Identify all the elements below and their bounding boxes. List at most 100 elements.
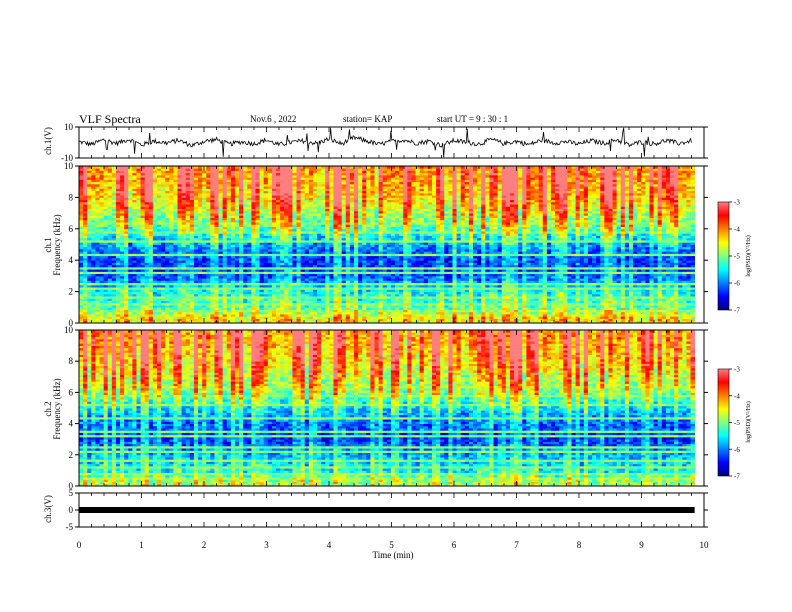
spec1-cell (243, 269, 248, 272)
spec1-cell (267, 273, 273, 277)
spec1-cell (608, 311, 613, 315)
spec1-cell (353, 320, 359, 324)
spec1-cell (382, 314, 388, 317)
spec1-cell (111, 314, 117, 317)
spec1-cell (674, 300, 679, 304)
spec1-cell (341, 257, 347, 261)
spec1-cell (83, 289, 88, 292)
spec1-cell (83, 307, 88, 310)
spec1-cell (452, 305, 457, 308)
spec1-cell (423, 269, 429, 272)
spec1-cell (251, 266, 256, 270)
spec1-cell (514, 257, 519, 261)
spec1-cell (111, 311, 117, 315)
spec1-cell (366, 293, 371, 297)
spec1-cell (358, 320, 363, 324)
spec1-cell (230, 309, 236, 313)
spec1-cell (280, 282, 285, 286)
spec1-cell (214, 309, 219, 313)
spec1-cell (550, 309, 556, 313)
spec1-cell (464, 293, 470, 297)
spec1-cell (325, 318, 330, 322)
spec1-cell (83, 293, 88, 297)
spec1-cell (325, 300, 330, 304)
spec1-cell (132, 300, 137, 304)
spec1-cell (333, 298, 338, 301)
spec1-cell (362, 320, 367, 324)
spec1-cell (678, 262, 683, 266)
spec1-cell (481, 302, 486, 306)
spec1-cell (152, 305, 158, 308)
spec1-cell (522, 309, 527, 313)
spec1-cell (247, 298, 252, 301)
spec1-cell (321, 280, 326, 284)
spec1-cell (526, 311, 531, 315)
spec1-cell (337, 318, 343, 322)
spec1-cell (473, 273, 478, 277)
spec1-cell (477, 305, 482, 308)
spec1-cell (526, 282, 531, 286)
spec1-cell (616, 320, 622, 324)
spec1-cell (325, 316, 330, 319)
spec1-cell (276, 269, 281, 272)
spec1-cell (600, 273, 605, 277)
spec1-cell (337, 320, 343, 324)
spec1-cell (448, 305, 453, 308)
spec1-cell (247, 316, 252, 319)
spec1-cell (99, 284, 105, 288)
spec1-cell (214, 266, 219, 270)
spec1-cell (222, 296, 228, 299)
spec1-cell (587, 278, 593, 281)
spec1-cell (645, 264, 650, 268)
spec1-cell (534, 311, 540, 315)
spec1-cell (522, 275, 527, 279)
spec1-cell (395, 318, 400, 322)
spec1-cell (493, 291, 499, 295)
spec1-cell (91, 282, 96, 286)
spec1-cell (259, 296, 265, 299)
spec1-cell (665, 300, 671, 304)
spec1-cell (395, 291, 400, 295)
spec1-cell (263, 273, 269, 277)
spec1-cell (419, 300, 425, 304)
spec1-cell (600, 278, 605, 281)
spec1-cell (312, 278, 318, 281)
spec1-cell (559, 298, 564, 301)
spec1-cell (538, 273, 544, 277)
spec1-cell (308, 262, 314, 266)
spec1-cell (317, 291, 322, 295)
spec1-cell (448, 320, 453, 324)
spec1-cell (378, 269, 384, 272)
spec1-cell (686, 280, 691, 284)
spec1-cell (534, 298, 540, 301)
spec1-cell (239, 305, 244, 308)
spec1-cell (653, 264, 659, 268)
spec1-cell (464, 278, 470, 281)
spec1-cell (198, 316, 203, 319)
spec1-cell (358, 264, 363, 268)
spec1-cell (148, 280, 154, 284)
spec1-cell (345, 248, 351, 252)
spec1-cell (407, 316, 412, 319)
spec1-cell (317, 309, 322, 313)
spec1-cell (193, 275, 199, 279)
spec1-cell (485, 318, 490, 322)
spec1-cell (284, 305, 289, 308)
spec1-cell (473, 302, 478, 306)
spec1-cell (296, 255, 302, 259)
spec1-cell (83, 278, 88, 281)
spec1-cell (514, 314, 519, 317)
spec1-cell (128, 287, 133, 290)
spec1-cell (185, 262, 191, 266)
spec1-cell (259, 318, 265, 322)
spec1-cell (505, 302, 511, 306)
spec1-cell (325, 266, 330, 270)
spec1-cell (91, 255, 96, 259)
spec1-cell (436, 264, 441, 268)
spec1-cell (321, 314, 326, 317)
spec1-cell (477, 289, 482, 292)
spec1-cell (534, 278, 540, 281)
spec1-cell (653, 260, 659, 263)
spec1-cell (633, 287, 638, 290)
spec1-cell (103, 262, 109, 266)
